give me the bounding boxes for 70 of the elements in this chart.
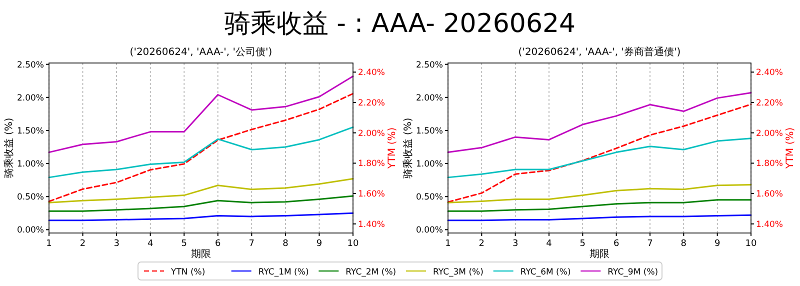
line-series [447,92,752,154]
y2-tick-label: 1.60% [756,190,784,200]
x-tick-label: 10 [745,239,757,249]
line-series [447,104,752,203]
y-tick-label: 0.50% [16,192,44,203]
line-series [48,178,354,204]
y-tick-label: 0.00% [416,226,443,236]
line-series [48,126,354,178]
x-tick-label: 4 [546,239,552,249]
chart-title: 骑乘收益 - : AAA- 20260624 [224,9,576,39]
x-tick-label: 10 [347,239,359,249]
x-tick-label: 4 [147,239,154,249]
y-tick-label: 1.50% [416,126,443,136]
line-series [48,75,354,154]
x-axis-title: 期限 [590,248,610,260]
chart-subtitle: ('20260624', 'AAA-', '券商普通债') [518,46,681,58]
y2-axis-title: YTM (%) [785,127,796,170]
y-tick-label: 1.50% [16,126,44,136]
y-tick-label: 2.00% [416,93,443,104]
y2-tick-label: 2.20% [358,98,386,108]
y2-tick-label: 1.40% [358,220,386,230]
y-tick-label: 2.50% [416,60,443,70]
x-tick-label: 3 [512,239,518,249]
legend-label: RYC_3M (%) [433,268,484,278]
x-tick-label: 2 [80,239,86,249]
x-tick-label: 5 [580,239,586,249]
y-tick-label: 0.00% [16,226,44,236]
y-tick-label: 2.00% [16,93,44,104]
y2-tick-label: 1.80% [358,159,386,170]
y-tick-label: 2.50% [16,60,44,70]
x-tick-label: 6 [215,239,222,249]
y-tick-label: 0.50% [416,192,443,203]
x-tick-label: 6 [613,239,620,249]
line-series [447,138,752,178]
x-tick-label: 8 [680,239,687,249]
x-tick-label: 1 [445,239,451,249]
x-tick-label: 1 [46,239,52,249]
y2-tick-label: 2.40% [358,68,386,78]
line-series [48,92,354,202]
line-series [48,195,354,212]
y2-tick-label: 2.20% [756,98,784,108]
x-tick-label: 7 [647,239,653,249]
legend-label: RYC_9M (%) [608,268,658,278]
legend-label: RYC_1M (%) [258,268,309,278]
y2-tick-label: 1.40% [756,220,784,230]
legend-label: RYC_6M (%) [520,268,571,278]
y2-tick-label: 2.40% [756,68,784,78]
y2-tick-label: 2.00% [756,128,784,139]
y2-axis-title: YTM (%) [387,127,398,170]
y2-tick-label: 2.00% [358,128,386,139]
line-series [447,184,752,204]
x-tick-label: 9 [714,239,720,249]
y2-tick-label: 1.60% [358,190,386,200]
y-tick-label: 1.00% [16,160,44,170]
y-axis-title: 骑乘收益 (%) [3,118,15,178]
x-tick-label: 7 [248,239,255,249]
y2-tick-label: 1.80% [756,159,784,170]
chart-subtitle: ('20260624', 'AAA-', '公司债') [130,46,272,58]
x-tick-label: 2 [478,239,485,249]
legend-label: YTN (%) [170,268,206,278]
line-series [48,212,354,222]
legend-label: RYC_2M (%) [346,268,396,278]
y-axis-title: 骑乘收益 (%) [402,118,414,178]
x-axis-title: 期限 [191,248,211,260]
x-tick-label: 9 [316,239,322,249]
x-tick-label: 8 [282,239,289,249]
x-tick-label: 3 [114,239,120,249]
y-tick-label: 1.00% [416,160,443,170]
line-series [447,199,752,212]
x-tick-label: 5 [181,239,187,249]
